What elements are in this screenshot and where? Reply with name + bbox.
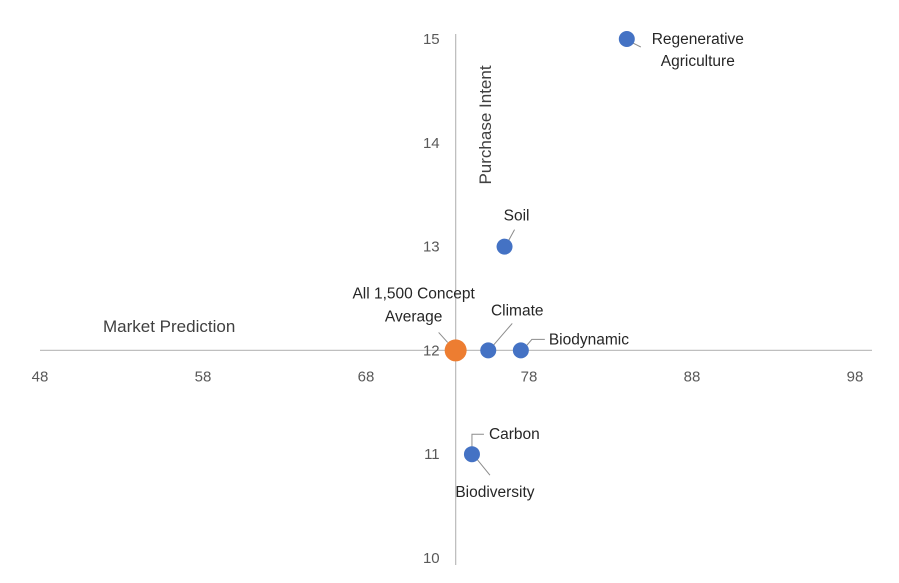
biodynamic-label-line: Biodynamic: [549, 331, 629, 348]
axis-titles: Market Prediction Purchase Intent: [103, 65, 495, 336]
biodynamic-leader-line: [525, 338, 545, 347]
regenerative-agriculture-leader-line: [632, 42, 642, 48]
soil-label-line: Soil: [504, 208, 530, 225]
all-concept-average-point: [444, 339, 467, 362]
biodiversity-leader-line: [476, 458, 491, 476]
biodynamic-point: [512, 342, 529, 359]
x-axis-title: Market Prediction: [103, 317, 235, 336]
tick-labels: 48 58 68 78 88 98 10 11 12 13 14 15: [32, 31, 864, 567]
biodiversity-label-line: Biodiversity: [455, 484, 534, 501]
climate-label-line: Climate: [491, 302, 544, 319]
carbon-leader-line: [471, 433, 484, 448]
soil-leader-line: [508, 229, 515, 241]
all-concept-average-label: All 1,500 Concept Average: [352, 285, 475, 325]
x-tick-label: 98: [847, 368, 864, 385]
y-tick-label: 15: [423, 31, 440, 48]
y-tick-label: 11: [424, 446, 440, 463]
x-tick-label: 78: [521, 368, 538, 385]
carbon-label: Carbon: [489, 426, 540, 443]
y-tick-label: 13: [423, 239, 440, 256]
climate-label: Climate: [491, 302, 544, 319]
y-tick-label: 10: [423, 550, 440, 567]
biodiversity-label: Biodiversity: [455, 484, 534, 501]
biodynamic-label: Biodynamic: [549, 331, 629, 348]
leader-lines: [438, 42, 642, 476]
point-labels: Regenerative Agriculture Soil Climate Biodyn…: [352, 31, 743, 501]
carbon-label-line: Carbon: [489, 426, 540, 443]
regenerative-agriculture-point: [618, 31, 635, 47]
soil-label: Soil: [504, 208, 530, 225]
y-tick-label: 12: [423, 342, 440, 359]
all-concept-average-label-line: All 1,500 Concept: [352, 285, 475, 302]
data-points: [444, 31, 635, 463]
soil-point: [496, 238, 513, 255]
regenerative-agriculture-label-line: Regenerative: [652, 31, 744, 48]
regenerative-agriculture-label: Regenerative Agriculture: [652, 31, 744, 70]
carbon-point: [463, 446, 480, 463]
x-tick-label: 88: [684, 368, 701, 385]
x-tick-label: 58: [195, 368, 212, 385]
y-tick-label: 14: [423, 135, 440, 152]
x-tick-label: 68: [358, 368, 375, 385]
climate-point: [480, 342, 497, 359]
y-axis-title: Purchase Intent: [476, 65, 495, 184]
regenerative-agriculture-label-line: Agriculture: [661, 53, 735, 70]
all-concept-average-label-line: Average: [385, 308, 442, 325]
all-concept-average-leader-line: [438, 332, 449, 343]
climate-leader-line: [492, 323, 513, 346]
x-tick-label: 48: [32, 368, 49, 385]
